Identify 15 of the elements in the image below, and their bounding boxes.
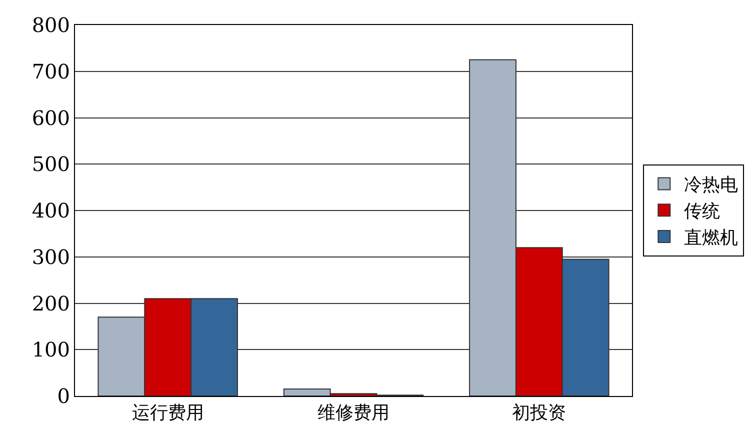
y-tick-label: 300 (32, 244, 70, 269)
y-tick-label: 700 (32, 59, 70, 84)
x-tick-label: 维修费用 (318, 402, 390, 424)
y-tick-label: 800 (32, 13, 70, 37)
y-tick-label: 400 (32, 198, 70, 222)
legend-label: 直燃机 (684, 228, 738, 249)
legend-label: 传统 (684, 201, 720, 222)
y-tick-label: 0 (57, 384, 70, 408)
y-tick-label: 200 (32, 291, 70, 316)
x-tick-label: 初投资 (512, 402, 566, 424)
x-tick-label: 运行费用 (132, 402, 204, 424)
y-tick-label: 100 (32, 338, 70, 362)
y-tick-label: 500 (32, 152, 70, 176)
y-tick-label: 600 (32, 106, 70, 130)
legend-label: 冷热电 (684, 174, 738, 196)
